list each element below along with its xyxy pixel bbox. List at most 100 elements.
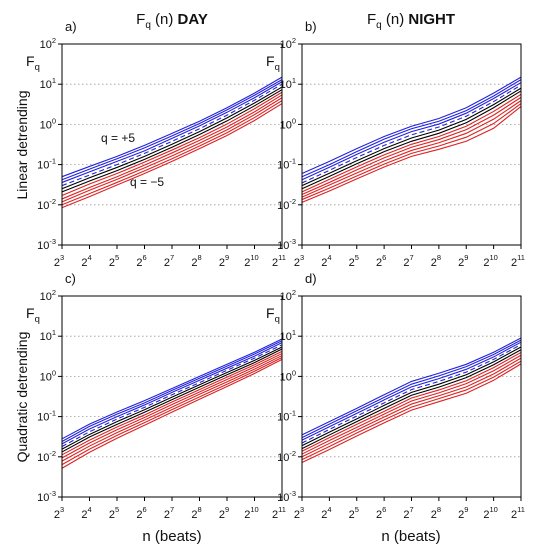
y-tick-label: 10-2 [37, 197, 56, 212]
x-tick-label: 23 [54, 253, 64, 269]
x-tick-label: 28 [431, 253, 441, 269]
series-line-q0 [61, 348, 283, 453]
x-tick-label: 27 [164, 253, 174, 269]
column-title-0: Fq (n) DAY [136, 11, 208, 31]
y-tick-label: 10-1 [37, 409, 56, 424]
x-tick-label: 23 [294, 253, 304, 269]
y-axis-symbol: Fq [266, 53, 280, 73]
series-line-q-5 [61, 358, 283, 469]
y-tick-label: 100 [40, 368, 56, 383]
series-line-q-1 [301, 351, 522, 452]
series-line-q4 [301, 79, 522, 178]
series-line-q-5 [61, 103, 283, 209]
x-tick-label: 28 [431, 505, 441, 521]
x-tick-label: 27 [403, 253, 413, 269]
y-axis-symbol: Fq [26, 305, 40, 325]
series-line-q-3 [61, 97, 283, 203]
x-tick-label: 29 [458, 253, 468, 269]
x-axis-label: n (beats) [142, 528, 201, 545]
column-title-1: Fq (n) NIGHT [367, 11, 455, 31]
series-line-q2 [301, 84, 522, 184]
series-line-q-5 [301, 363, 522, 464]
series-line-q-5 [301, 105, 522, 203]
series-line-q3 [301, 341, 522, 441]
x-tick-label: 210 [244, 505, 258, 521]
series-line-q3 [61, 342, 283, 445]
series-line-q5 [301, 337, 522, 436]
y-tick-label: 102 [40, 288, 56, 303]
y-tick-label: 10-1 [37, 157, 56, 172]
x-tick-label: 23 [54, 505, 64, 521]
panel-letter: a) [65, 19, 77, 34]
x-tick-label: 211 [511, 253, 525, 269]
series-line-q-2 [301, 354, 522, 455]
y-tick-label: 101 [280, 328, 296, 343]
y-axis-symbol: Fq [26, 53, 40, 73]
x-tick-label: 23 [294, 505, 304, 521]
y-tick-label: 10-3 [37, 489, 56, 504]
series-line-q1 [61, 86, 283, 190]
series-line-q4 [301, 339, 522, 439]
x-tick-label: 25 [109, 505, 119, 521]
x-tick-label: 211 [511, 505, 525, 521]
x-tick-label: 211 [272, 253, 286, 269]
series-line-q0 [61, 89, 283, 193]
y-tick-label: 10-2 [277, 197, 296, 212]
x-tick-label: 24 [81, 253, 91, 269]
series-line-q-3 [301, 100, 522, 198]
x-axis-label: n (beats) [381, 528, 440, 545]
chart-panel-a: 10-3 10-2 10-1 100 101 102 23 24 25 26 27 28 29 210 21… [26, 19, 286, 269]
y-tick-label: 100 [280, 116, 296, 131]
y-tick-label: 10-3 [37, 237, 56, 252]
x-tick-label: 24 [321, 505, 331, 521]
y-tick-label: 100 [40, 116, 56, 131]
annotation-q-positive: q = +5 [101, 131, 135, 145]
x-tick-label: 26 [376, 505, 386, 521]
y-tick-label: 10-2 [277, 449, 296, 464]
x-tick-label: 211 [272, 505, 286, 521]
y-tick-label: 101 [40, 76, 56, 91]
annotation-q-negative: q = −5 [130, 175, 164, 189]
y-axis-symbol: Fq [266, 305, 280, 325]
x-tick-label: 27 [164, 505, 174, 521]
x-tick-label: 25 [349, 253, 359, 269]
series-line-q-2 [61, 94, 283, 200]
x-tick-label: 29 [219, 253, 229, 269]
y-tick-label: 10-3 [277, 489, 296, 504]
x-tick-label: 210 [483, 253, 497, 269]
y-tick-label: 101 [280, 76, 296, 91]
x-tick-label: 25 [109, 253, 119, 269]
y-tick-label: 101 [40, 328, 56, 343]
x-tick-label: 29 [458, 505, 468, 521]
x-tick-label: 25 [349, 505, 359, 521]
series-line-q5 [61, 338, 283, 440]
series-line-q3 [301, 82, 522, 181]
y-tick-label: 100 [280, 368, 296, 383]
series-line-q3 [61, 81, 283, 183]
series-line-q-1 [301, 93, 522, 193]
series-line-q-1 [61, 91, 283, 197]
series-line-q5 [301, 76, 522, 175]
x-tick-label: 26 [376, 253, 386, 269]
panel-letter: d) [305, 271, 317, 286]
y-tick-label: 102 [280, 36, 296, 51]
y-tick-label: 10-1 [277, 409, 296, 424]
series-line-q4 [61, 79, 283, 181]
x-tick-label: 26 [136, 253, 146, 269]
x-tick-label: 27 [403, 505, 413, 521]
series-line-q1 [301, 346, 522, 447]
x-tick-label: 24 [321, 253, 331, 269]
chart-panel-b: 10-3 10-2 10-1 100 101 102 23 24 25 26 27 28 29 210 21… [266, 19, 525, 269]
panel-letter: b) [305, 19, 317, 34]
series-line-q0 [301, 90, 522, 190]
x-tick-label: 28 [191, 505, 201, 521]
series-line-q-4 [61, 100, 283, 206]
x-tick-label: 28 [191, 253, 201, 269]
y-tick-label: 10-3 [277, 237, 296, 252]
series-line-q-4 [301, 103, 522, 201]
y-tick-label: 102 [280, 288, 296, 303]
y-tick-label: 10-2 [37, 449, 56, 464]
series-line-q-4 [301, 360, 522, 461]
series-line-q1 [61, 346, 283, 450]
